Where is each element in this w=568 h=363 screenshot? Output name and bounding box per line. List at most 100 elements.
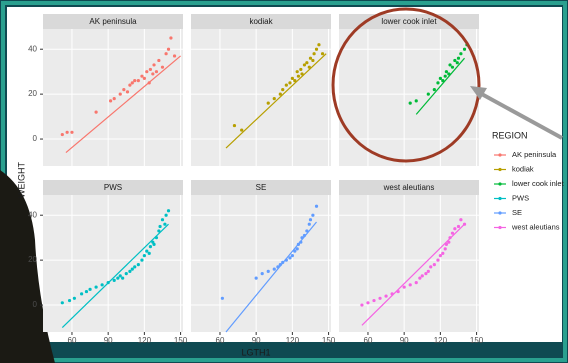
- x-tick-label: 150: [322, 336, 336, 345]
- fit-line: [225, 221, 317, 333]
- point: [462, 47, 467, 51]
- point: [125, 90, 130, 94]
- point: [366, 301, 370, 305]
- point: [157, 58, 161, 63]
- point: [295, 247, 299, 251]
- x-tick-label: 150: [470, 336, 484, 345]
- point: [118, 92, 122, 96]
- point: [453, 227, 457, 231]
- point: [384, 294, 388, 298]
- point: [240, 128, 244, 132]
- arrow-shaft: [477, 90, 563, 140]
- point: [453, 58, 457, 63]
- panel: [191, 29, 331, 166]
- point: [88, 287, 92, 291]
- point: [121, 276, 125, 280]
- point: [441, 79, 445, 83]
- point: [160, 218, 165, 222]
- point: [116, 276, 120, 280]
- point: [148, 67, 153, 72]
- point: [152, 242, 156, 247]
- point: [450, 231, 455, 235]
- plot: AK peninsula 0 20 40 kodiak lower cook inlet P…: [16, 14, 565, 357]
- point: [314, 47, 319, 51]
- point: [151, 72, 155, 76]
- point: [60, 301, 64, 305]
- point: [414, 99, 418, 103]
- legend-title: REGION: [492, 130, 528, 140]
- x-tick-label: 120: [138, 336, 152, 345]
- point: [455, 61, 459, 65]
- highlight-circle: [331, 7, 481, 163]
- legend-label: PWS: [512, 193, 529, 202]
- point: [311, 58, 315, 63]
- point: [429, 265, 433, 269]
- legend-label: AK peninsula: [512, 150, 557, 159]
- point: [281, 88, 285, 92]
- fit-line: [361, 223, 465, 326]
- panel: [339, 195, 479, 332]
- photo-corner: [0, 170, 55, 363]
- point: [288, 81, 292, 85]
- legend-key-point: [498, 182, 502, 186]
- point: [443, 74, 447, 78]
- panel-title: SE: [256, 183, 267, 192]
- y-tick-label: 0: [33, 300, 38, 309]
- point: [299, 67, 303, 72]
- point: [220, 296, 224, 300]
- strip: [339, 180, 479, 195]
- point: [426, 92, 430, 96]
- point: [450, 65, 455, 69]
- legend-key-point: [498, 196, 502, 201]
- point: [424, 272, 428, 276]
- panel: [191, 195, 331, 332]
- point: [300, 72, 304, 76]
- point: [80, 292, 84, 296]
- point: [266, 269, 270, 273]
- panel-title: kodiak: [249, 17, 273, 26]
- point: [72, 296, 76, 300]
- y-tick-label: 40: [28, 44, 37, 53]
- point: [70, 130, 74, 134]
- point: [266, 101, 270, 105]
- point: [100, 283, 104, 287]
- legend-key-point: [498, 167, 502, 172]
- point: [108, 99, 113, 103]
- x-tick-label: 60: [216, 336, 225, 345]
- point: [307, 222, 311, 226]
- point: [378, 296, 382, 300]
- point: [314, 204, 319, 208]
- point: [456, 56, 461, 60]
- point: [112, 97, 116, 101]
- point: [408, 101, 412, 105]
- legend-label: west aleutians: [511, 222, 560, 231]
- point: [293, 249, 297, 253]
- point: [308, 56, 313, 60]
- point: [432, 88, 436, 92]
- point: [420, 274, 424, 278]
- y-tick-label: 0: [33, 134, 38, 143]
- point: [142, 254, 146, 258]
- point: [438, 76, 442, 81]
- point: [133, 265, 137, 269]
- point: [307, 65, 311, 69]
- y-axis-title: WEIGHT: [16, 162, 26, 198]
- point: [130, 81, 134, 85]
- point: [293, 79, 297, 83]
- strip: [191, 180, 331, 195]
- y-tick-label: 40: [28, 210, 37, 219]
- point: [260, 272, 264, 276]
- point: [360, 303, 364, 307]
- strip: [43, 180, 183, 195]
- fit-line: [415, 57, 465, 115]
- x-tick-label: 120: [434, 336, 448, 345]
- point: [305, 61, 309, 65]
- point: [438, 254, 442, 258]
- point: [459, 52, 463, 56]
- point: [94, 285, 98, 289]
- point: [312, 52, 316, 56]
- point: [254, 276, 258, 280]
- point: [272, 97, 276, 101]
- point: [296, 74, 301, 78]
